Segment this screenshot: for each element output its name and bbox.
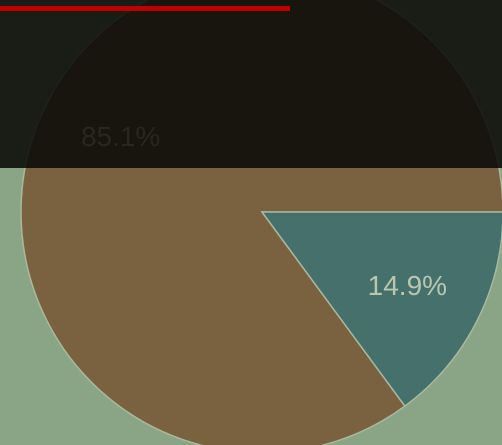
title-underline <box>0 6 290 11</box>
slice-label: 85.1% <box>81 121 160 152</box>
slice-label: 14.9% <box>368 270 447 301</box>
labels: 85.1% 14.9% <box>81 121 447 301</box>
dark-overlay <box>0 0 502 168</box>
pie-slice <box>260 211 502 408</box>
